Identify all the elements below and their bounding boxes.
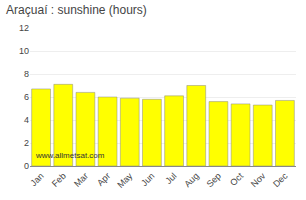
svg-text:www.allmetsat.com: www.allmetsat.com (35, 151, 105, 160)
svg-text:Dec: Dec (271, 170, 290, 189)
svg-text:12: 12 (19, 23, 29, 33)
svg-text:Aug: Aug (182, 171, 200, 189)
svg-text:10: 10 (19, 46, 29, 56)
svg-text:Apr: Apr (95, 171, 112, 188)
svg-text:Mar: Mar (72, 171, 90, 189)
svg-text:Jun: Jun (139, 171, 156, 188)
svg-text:May: May (115, 170, 134, 189)
svg-text:Araçuaí : sunshine (hours): Araçuaí : sunshine (hours) (6, 3, 147, 17)
svg-text:Jan: Jan (28, 171, 45, 188)
svg-text:Sep: Sep (205, 171, 223, 189)
svg-text:4: 4 (24, 115, 29, 125)
svg-text:2: 2 (24, 138, 29, 148)
svg-text:0: 0 (24, 161, 29, 171)
svg-text:Nov: Nov (249, 170, 268, 189)
svg-text:Jul: Jul (163, 171, 178, 186)
svg-text:Oct: Oct (228, 170, 245, 187)
svg-text:8: 8 (24, 69, 29, 79)
svg-text:6: 6 (24, 92, 29, 102)
svg-text:Feb: Feb (50, 171, 68, 189)
